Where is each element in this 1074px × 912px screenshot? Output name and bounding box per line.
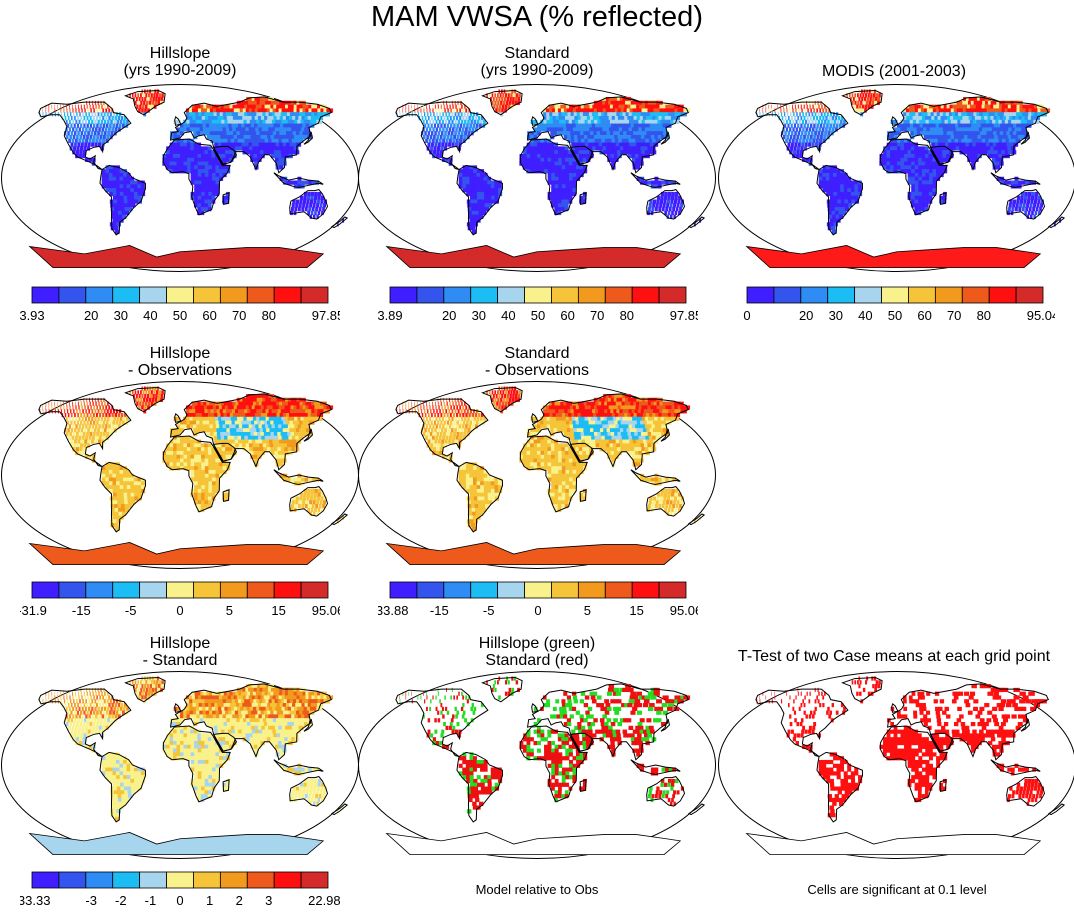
panel-title-standard: Standard(yrs 1990-2009) — [357, 45, 717, 79]
map-hill-std — [0, 670, 360, 860]
map-std-obs — [357, 380, 717, 570]
svg-text:60: 60 — [202, 308, 216, 323]
svg-text:70: 70 — [590, 308, 604, 323]
svg-text:70: 70 — [947, 308, 961, 323]
svg-text:3.93: 3.93 — [20, 308, 45, 323]
svg-text:40: 40 — [858, 308, 872, 323]
svg-text:50: 50 — [173, 308, 187, 323]
figure-title: MAM VWSA (% reflected) — [0, 0, 1074, 34]
panel-title-hill-obs: Hillslope- Observations — [0, 345, 360, 379]
panel-title-modis: MODIS (2001-2003) — [714, 63, 1074, 80]
svg-text:60: 60 — [560, 308, 574, 323]
svg-text:3.89: 3.89 — [378, 308, 403, 323]
map-modis — [717, 83, 1074, 273]
caption-significance: Cells are significant at 0.1 level — [717, 882, 1074, 897]
map-standard — [357, 83, 717, 273]
colorbar-modis: 0 20 30 40 50 60 70 80 95.04 — [735, 285, 1055, 327]
svg-text:80: 80 — [262, 308, 276, 323]
colorbar-standard: 3.89 20 30 40 50 60 70 80 97.85 — [378, 285, 698, 327]
svg-text:97.85: 97.85 — [670, 308, 698, 323]
svg-text:60: 60 — [917, 308, 931, 323]
panel-title-std-obs: Standard- Observations — [357, 345, 717, 379]
panel-title-green-red: Hillslope (green)Standard (red) — [357, 635, 717, 669]
map-hillslope — [0, 83, 360, 273]
map-hill-obs — [0, 380, 360, 570]
svg-text:30: 30 — [472, 308, 486, 323]
svg-text:20: 20 — [442, 308, 456, 323]
svg-text:40: 40 — [501, 308, 515, 323]
svg-text:50: 50 — [888, 308, 902, 323]
svg-text:95.04: 95.04 — [1027, 308, 1055, 323]
caption-model-relative: Model relative to Obs — [357, 882, 717, 897]
svg-text:0: 0 — [743, 308, 750, 323]
svg-text:20: 20 — [799, 308, 813, 323]
map-ttest — [717, 670, 1074, 860]
svg-text:50: 50 — [531, 308, 545, 323]
colorbar-hillslope: 3.93 20 30 40 50 60 70 80 97.85 — [20, 285, 340, 327]
panel-title-ttest: T-Test of two Case means at each grid po… — [714, 648, 1074, 665]
svg-text:20: 20 — [84, 308, 98, 323]
panel-title-hill-std: Hillslope- Standard — [0, 635, 360, 669]
panel-title-hillslope: Hillslope(yrs 1990-2009) — [0, 45, 360, 79]
svg-text:80: 80 — [977, 308, 991, 323]
svg-text:70: 70 — [232, 308, 246, 323]
map-green-red — [357, 670, 717, 860]
svg-text:40: 40 — [143, 308, 157, 323]
svg-text:30: 30 — [829, 308, 843, 323]
svg-text:80: 80 — [620, 308, 634, 323]
svg-text:97.85: 97.85 — [312, 308, 340, 323]
svg-text:30: 30 — [114, 308, 128, 323]
